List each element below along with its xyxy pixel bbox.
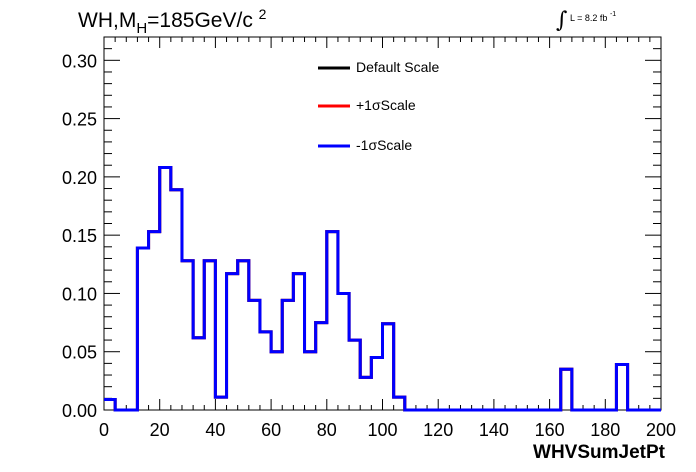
histogram-series [104, 166, 661, 412]
x-tick-label: 180 [590, 420, 620, 440]
y-tick-label: 0.00 [62, 401, 97, 421]
series-1 [104, 166, 661, 412]
series-0 [104, 166, 661, 412]
x-tick-label: 100 [367, 420, 397, 440]
luminosity-text: L = 8.2 fb [569, 13, 608, 23]
y-tick-label: 0.05 [62, 343, 97, 363]
y-tick-label: 0.15 [62, 226, 97, 246]
title-main: WH,M [78, 9, 137, 32]
x-tick-label: 60 [261, 420, 281, 440]
axis-ticks [103, 36, 662, 411]
series-step-line [104, 166, 661, 412]
y-tick-label: 0.25 [62, 110, 97, 130]
luminosity-exponent: -1 [609, 11, 617, 18]
luminosity-label: ∫ L = 8.2 fb -1 [556, 8, 616, 33]
x-tick-label: 40 [205, 420, 225, 440]
y-tick-label: 0.10 [62, 284, 97, 304]
x-tick-label: 80 [317, 420, 337, 440]
x-tick-label: 200 [646, 420, 676, 440]
y-tick-label: 0.30 [62, 51, 97, 71]
plot-title: WH,MH=185GeV/c 2 [78, 6, 266, 37]
axis-tick-labels: 0 20 40 60 80 100 120 140 160 180 200 0.00 0.05 0.10 0… [62, 51, 676, 440]
integral-icon: ∫ [556, 8, 568, 33]
legend-label-plus1sigma: +1σScale [356, 97, 416, 113]
x-tick-label: 0 [99, 420, 109, 440]
series-step-line [104, 166, 661, 412]
x-tick-label: 20 [150, 420, 170, 440]
legend-label-default: Default Scale [356, 59, 440, 75]
legend-label-minus1sigma: -1σScale [356, 137, 413, 153]
x-tick-label: 140 [479, 420, 509, 440]
title-subscript: H [136, 20, 148, 37]
title-superscript: 2 [258, 6, 267, 22]
series-2 [104, 166, 661, 412]
x-tick-label: 160 [535, 420, 565, 440]
x-tick-label: 120 [423, 420, 453, 440]
series-step-line [104, 166, 661, 412]
legend-lines [318, 66, 350, 148]
y-tick-label: 0.20 [62, 168, 97, 188]
x-axis-label: WHVSumJetPt [533, 442, 665, 463]
title-value: =185GeV/c [147, 9, 253, 32]
